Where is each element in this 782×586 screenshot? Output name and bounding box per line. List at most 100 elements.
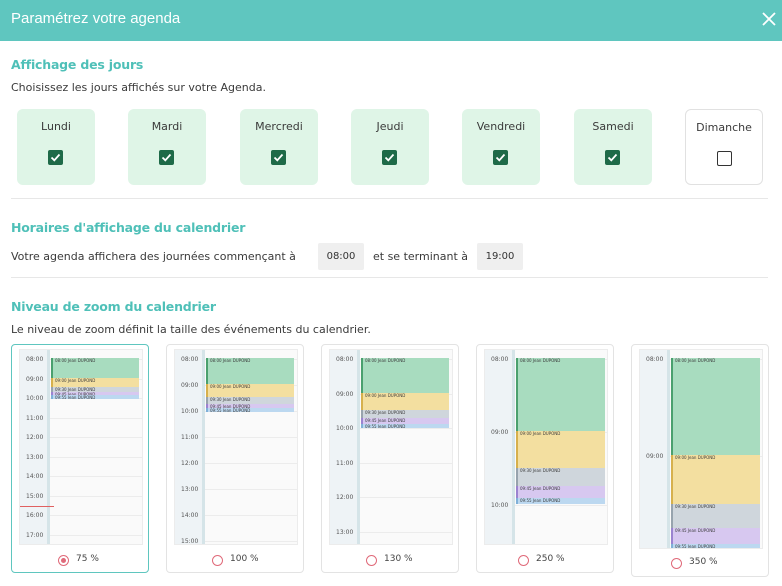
calendar-event: 09:00 Jean DUPOND [51, 377, 139, 388]
time-column [20, 350, 50, 544]
zoom-option-250[interactable]: 08:00 09:00 10:00 08:00 Jean DUPOND 09:00 Je… [476, 344, 614, 573]
day-label: Samedi [592, 120, 634, 133]
calendar-event: 08:00 Jean DUPOND [51, 358, 139, 378]
day-checkbox[interactable] [271, 150, 286, 165]
current-time-indicator [20, 506, 54, 508]
time-label: 08:00 [491, 356, 509, 363]
days-section-title: Affichage des jours [11, 57, 144, 72]
time-label: 10:00 [181, 408, 199, 415]
calendar-event: 09:30 Jean DUPOND [206, 397, 294, 404]
hours-text-middle: et se terminant à [373, 250, 468, 263]
day-checkbox[interactable] [159, 150, 174, 165]
day-label: Jeudi [376, 120, 404, 133]
calendar-event: 09:55 Jean DUPOND [361, 424, 449, 429]
time-label: 08:00 [181, 356, 199, 363]
calendar-event: 09:30 Jean DUPOND [671, 503, 760, 528]
time-label: 09:00 [181, 382, 199, 389]
calendar-event: 09:45 Jean DUPOND [361, 418, 449, 425]
check-icon [50, 153, 61, 162]
calendar-event: 09:45 Jean DUPOND [206, 403, 294, 408]
calendar-event: 08:00 Jean DUPOND [671, 358, 760, 455]
time-label: 09:00 [336, 390, 354, 398]
time-label: 13:00 [336, 528, 354, 536]
day-checkbox[interactable] [717, 151, 732, 166]
day-checkbox[interactable] [48, 150, 63, 165]
end-time-input[interactable]: 19:00 [477, 243, 523, 270]
zoom-option-130[interactable]: 08:00 09:00 10:00 11:00 12:00 13:00 08:00 Jean… [321, 344, 459, 573]
time-label: 08:00 [26, 356, 44, 363]
time-column [175, 350, 205, 544]
check-icon [273, 153, 284, 162]
days-section-description: Choisissez les jours affichés sur votre … [11, 81, 266, 94]
zoom-radio[interactable] [518, 555, 529, 566]
zoom-label: 250 % [536, 554, 565, 564]
calendar-event: 09:30 Jean DUPOND [516, 467, 605, 486]
time-label: 14:00 [26, 473, 44, 480]
check-icon [384, 153, 395, 162]
dialog-header: Paramétrez votre agenda [0, 0, 782, 41]
zoom-label: 130 % [384, 554, 413, 564]
calendar-preview: 08:00 09:00 10:00 11:00 12:00 13:00 08:00 Jean… [329, 349, 453, 545]
zoom-option-75[interactable]: 08:00 09:00 10:00 11:00 12:00 13:00 14:00 15:00… [11, 344, 149, 573]
check-icon [607, 153, 618, 162]
time-label: 11:00 [181, 434, 199, 441]
day-toggle-mercredi[interactable]: Mercredi [240, 109, 318, 185]
zoom-label: 100 % [230, 554, 259, 564]
calendar-event: 09:00 Jean DUPOND [671, 455, 760, 504]
dialog-title: Paramétrez votre agenda [11, 10, 181, 27]
time-label: 10:00 [26, 395, 44, 402]
time-label: 09:00 [26, 375, 44, 383]
calendar-preview: 08:00 09:00 10:00 11:00 12:00 13:00 14:00 15:00… [19, 349, 143, 545]
day-toggle-jeudi[interactable]: Jeudi [351, 109, 429, 185]
day-label: Mercredi [255, 120, 303, 133]
calendar-event: 09:45 Jean DUPOND [516, 485, 605, 499]
calendar-event: 09:55 Jean DUPOND [671, 544, 760, 548]
time-column [485, 350, 515, 544]
close-icon[interactable] [760, 10, 778, 28]
divider [11, 277, 768, 278]
day-checkbox[interactable] [493, 150, 508, 165]
hours-section-title: Horaires d'affichage du calendrier [11, 220, 246, 235]
zoom-section-description: Le niveau de zoom définit la taille des … [11, 323, 371, 336]
calendar-event: 09:00 Jean DUPOND [206, 384, 294, 397]
zoom-label: 75 % [76, 554, 99, 564]
zoom-section-title: Niveau de zoom du calendrier [11, 299, 216, 314]
zoom-radio[interactable] [671, 558, 682, 569]
calendar-event: 09:00 Jean DUPOND [361, 392, 449, 410]
time-label: 09:00 [491, 429, 509, 436]
zoom-option-100[interactable]: 08:00 09:00 10:00 11:00 12:00 13:00 14:00 15:00… [166, 344, 304, 573]
day-toggle-samedi[interactable]: Samedi [574, 109, 652, 185]
zoom-radio[interactable] [58, 555, 69, 566]
day-toggle-dimanche[interactable]: Dimanche [685, 109, 763, 185]
time-label: 17:00 [26, 531, 44, 539]
day-label: Vendredi [476, 120, 526, 133]
zoom-radio[interactable] [366, 555, 377, 566]
time-label: 15:00 [26, 492, 44, 500]
day-toggle-mardi[interactable]: Mardi [128, 109, 206, 185]
time-label: 13:00 [26, 453, 44, 461]
time-label: 09:00 [646, 453, 664, 460]
day-label: Lundi [41, 120, 71, 133]
time-label: 10:00 [491, 502, 509, 509]
zoom-label: 350 % [689, 557, 718, 567]
calendar-event: 09:55 Jean DUPOND [516, 498, 605, 504]
time-label: 12:00 [336, 494, 354, 501]
time-label: 10:00 [336, 425, 354, 432]
day-checkbox[interactable] [605, 150, 620, 165]
calendar-event: 08:00 Jean DUPOND [361, 358, 449, 393]
time-label: 12:00 [181, 460, 199, 467]
day-toggle-vendredi[interactable]: Vendredi [462, 109, 540, 185]
divider [11, 198, 768, 199]
check-icon [161, 153, 172, 162]
day-toggle-lundi[interactable]: Lundi [17, 109, 95, 185]
time-label: 14:00 [181, 512, 199, 519]
time-label: 11:00 [26, 414, 44, 422]
time-label: 15:00 [181, 538, 199, 545]
start-time-input[interactable]: 08:00 [318, 243, 364, 270]
zoom-radio[interactable] [212, 555, 223, 566]
calendar-event: 08:00 Jean DUPOND [206, 358, 294, 384]
day-checkbox[interactable] [382, 150, 397, 165]
calendar-event: 09:00 Jean DUPOND [516, 431, 605, 468]
